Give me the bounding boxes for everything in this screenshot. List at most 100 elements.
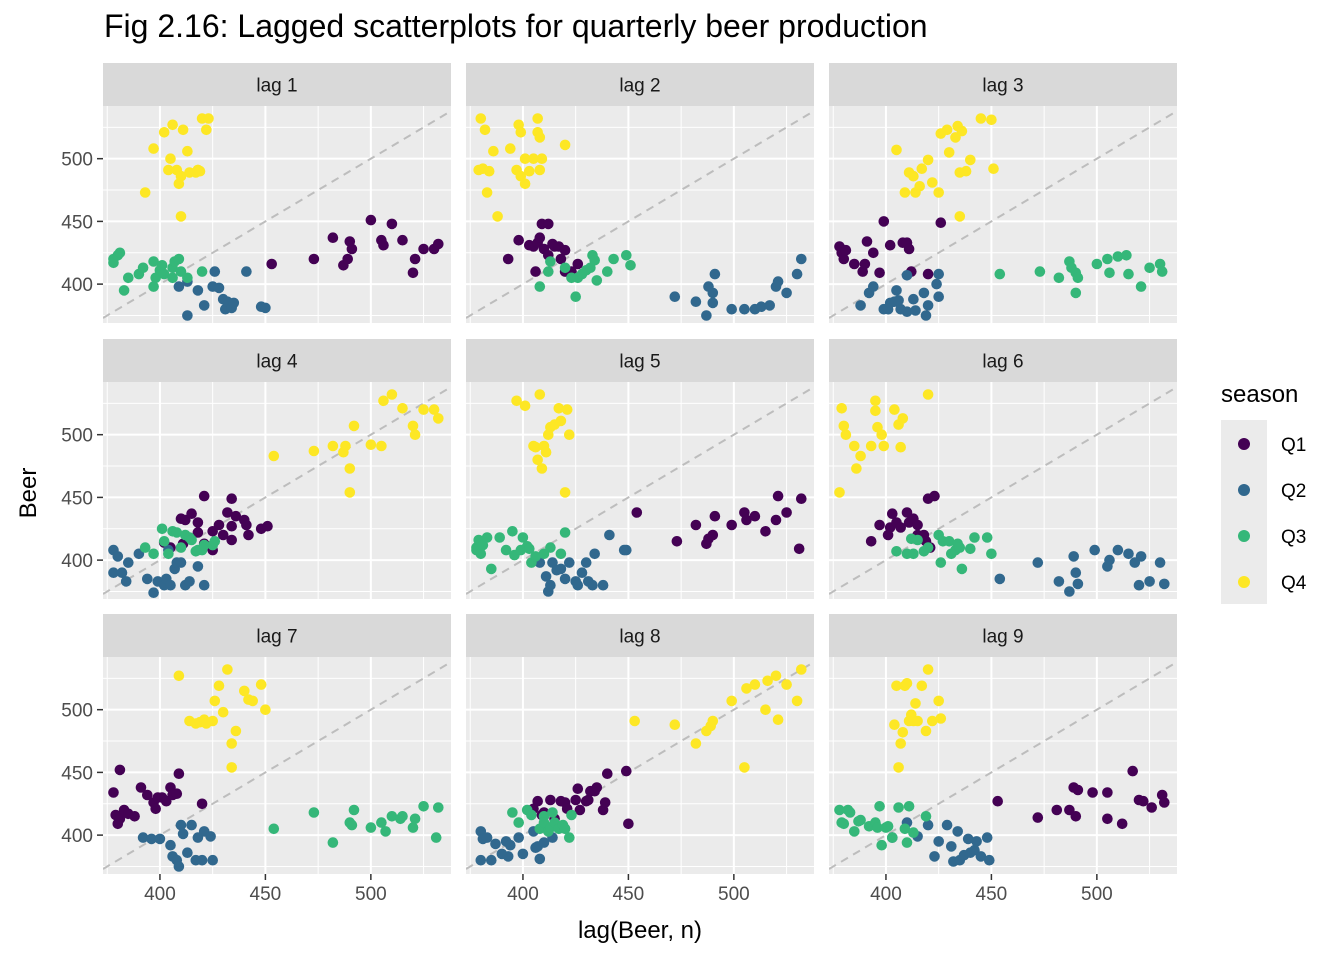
- facet-strip: [466, 339, 814, 382]
- data-point-q2: [517, 848, 529, 860]
- data-point-q2: [971, 836, 982, 847]
- data-point-q3: [397, 811, 408, 822]
- data-point-q4: [834, 487, 845, 498]
- data-point-q1: [192, 517, 204, 528]
- points: [108, 389, 444, 598]
- facet-strip: [103, 63, 451, 106]
- data-point-q4: [791, 695, 803, 707]
- data-point-q2: [260, 302, 271, 314]
- data-point-q3: [543, 266, 554, 277]
- data-point-q1: [213, 519, 225, 531]
- gridlines: [829, 106, 1177, 323]
- data-point-q1: [114, 813, 126, 825]
- legend-items: Q1 Q2 Q3 Q4: [1221, 420, 1307, 604]
- data-point-q1: [602, 768, 613, 779]
- data-point-q3: [1121, 250, 1132, 261]
- data-point-q4: [559, 139, 571, 151]
- data-point-q3: [1135, 281, 1147, 292]
- data-point-q1: [171, 788, 183, 799]
- data-point-q4: [226, 762, 237, 773]
- data-point-q4: [559, 487, 571, 498]
- data-point-q2: [726, 303, 737, 315]
- data-point-q2: [534, 853, 546, 865]
- data-point-q1: [621, 765, 632, 777]
- data-point-q3: [380, 826, 391, 837]
- data-point-q1: [545, 794, 556, 806]
- data-point-q4: [553, 403, 565, 414]
- facet-strip: [466, 63, 814, 106]
- data-point-q2: [177, 828, 189, 840]
- data-point-q4: [941, 124, 953, 136]
- data-point-q1: [874, 267, 885, 279]
- data-point-q2: [920, 310, 932, 321]
- data-point-q4: [175, 211, 187, 222]
- data-point-q1: [1102, 813, 1113, 825]
- data-point-q1: [623, 818, 634, 830]
- data-point-q4: [519, 178, 531, 190]
- data-point-q1: [346, 243, 358, 255]
- reference-line: [466, 110, 814, 319]
- data-point-q1: [173, 768, 185, 779]
- data-point-q3: [158, 536, 170, 547]
- legend-label-q4: Q4: [1281, 573, 1307, 594]
- data-point-q2: [1072, 578, 1084, 590]
- data-point-q1: [198, 490, 210, 502]
- data-point-q3: [1102, 253, 1113, 265]
- data-point-q2: [175, 557, 187, 568]
- data-point-q1: [887, 508, 898, 519]
- data-point-q1: [599, 797, 611, 808]
- data-point-q4: [175, 170, 187, 182]
- facet-strip: [829, 339, 1177, 382]
- x-tick-label: 400: [507, 884, 539, 905]
- data-point-q3: [365, 822, 377, 833]
- data-point-q3: [1091, 258, 1103, 270]
- data-point-q1: [1072, 784, 1084, 796]
- points: [473, 113, 807, 321]
- data-point-q1: [418, 243, 429, 255]
- data-point-q3: [139, 542, 151, 553]
- data-point-q1: [1070, 811, 1082, 822]
- data-point-q4: [492, 211, 503, 222]
- facet-strip: [829, 614, 1177, 657]
- facet-strip-label: lag 9: [982, 627, 1023, 648]
- data-point-q4: [916, 680, 928, 692]
- data-point-q3: [559, 262, 571, 274]
- data-point-q4: [230, 725, 242, 737]
- data-point-q3: [148, 548, 159, 560]
- data-point-q4: [327, 440, 339, 452]
- data-point-q3: [570, 291, 581, 303]
- data-point-q2: [486, 854, 497, 866]
- data-point-q4: [255, 679, 267, 690]
- data-point-q4: [927, 177, 938, 188]
- data-point-q4: [524, 165, 535, 177]
- data-point-q4: [878, 440, 890, 452]
- facet-strip-label: lag 8: [619, 627, 660, 648]
- data-point-q4: [840, 429, 852, 441]
- data-point-q2: [791, 268, 803, 280]
- data-point-q1: [409, 253, 421, 265]
- data-point-q2: [597, 579, 609, 591]
- data-point-q1: [196, 798, 208, 810]
- data-point-q4: [690, 738, 702, 749]
- data-point-q1: [226, 534, 237, 546]
- legend: season Q1 Q2 Q3 Q4: [1221, 381, 1307, 604]
- data-point-q3: [547, 807, 558, 818]
- data-point-q4: [901, 678, 913, 689]
- data-point-q1: [1116, 818, 1128, 830]
- data-point-q3: [922, 542, 934, 553]
- data-point-q4: [479, 124, 491, 136]
- data-point-q1: [386, 218, 398, 230]
- data-point-q2: [1089, 544, 1100, 556]
- data-point-q4: [933, 187, 944, 198]
- data-point-q4: [534, 389, 546, 400]
- data-point-q1: [186, 508, 197, 519]
- data-point-q4: [260, 704, 271, 715]
- data-point-q4: [222, 664, 233, 675]
- data-point-q4: [914, 181, 925, 192]
- data-point-q4: [378, 395, 389, 407]
- data-point-q3: [834, 804, 845, 816]
- data-point-q4: [475, 113, 487, 124]
- data-point-q4: [536, 153, 548, 164]
- data-point-q4: [209, 695, 221, 707]
